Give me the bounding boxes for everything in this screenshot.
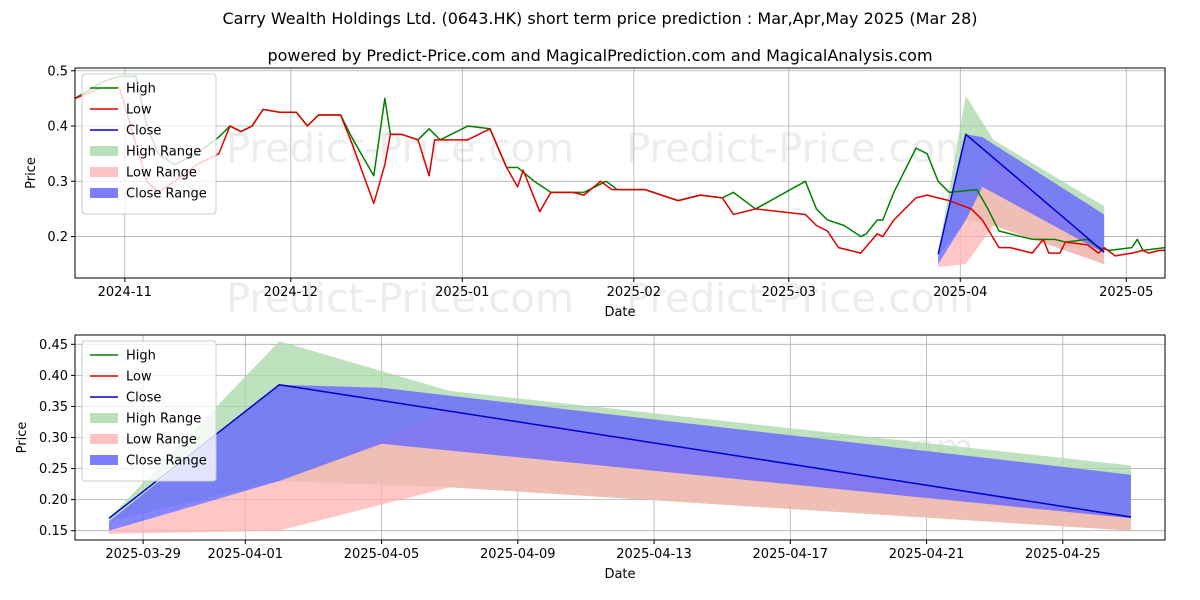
- high-range-swatch: [90, 146, 118, 156]
- x-axis-label: Date: [604, 567, 635, 582]
- y-tick-label: 0.4: [47, 120, 68, 135]
- low-range-area: [109, 409, 1131, 534]
- low-range-swatch: [90, 167, 118, 177]
- x-tick-label: 2025-03-29: [105, 547, 181, 562]
- x-tick-label: 2025-04-13: [616, 547, 692, 562]
- panel-2: Predict-Price.comPredict-Price.com2025-0…: [15, 334, 1166, 582]
- chart-title: Carry Wealth Holdings Ltd. (0643.HK) sho…: [222, 9, 978, 28]
- legend-item-high: High: [90, 349, 156, 364]
- legend-label: Close Range: [126, 454, 207, 469]
- legend-item-high-range: High Range: [90, 145, 201, 160]
- x-tick-label: 2025-04: [933, 285, 987, 300]
- legend-item-close-range: Close Range: [90, 454, 207, 469]
- plot-area: [108, 341, 1132, 534]
- high-range-swatch: [90, 413, 118, 423]
- watermark-text: Predict-Price.com: [626, 276, 974, 322]
- x-tick-label: 2025-04-09: [480, 547, 556, 562]
- y-tick-label: 0.35: [39, 400, 68, 415]
- legend-label: Close Range: [126, 187, 207, 202]
- legend-label: Close: [126, 124, 161, 139]
- low-range-swatch: [90, 434, 118, 444]
- x-tick-label: 2024-11: [98, 285, 152, 300]
- y-tick-label: 0.45: [39, 338, 68, 353]
- legend-item-low: Low: [90, 103, 152, 118]
- legend-item-low-range: Low Range: [90, 433, 197, 448]
- watermark-text: Predict-Price.com: [626, 126, 974, 172]
- close-range-area: [938, 134, 1105, 265]
- x-tick-label: 2025-04-05: [344, 547, 420, 562]
- legend-item-close: Close: [90, 391, 161, 406]
- x-tick-label: 2025-03: [762, 285, 816, 300]
- legend-item-low-range: Low Range: [90, 166, 197, 181]
- close-range-swatch: [90, 455, 118, 465]
- y-tick-label: 0.15: [39, 524, 68, 539]
- legend-label: High: [126, 349, 156, 364]
- x-tick-label: 2025-04-01: [208, 547, 284, 562]
- y-tick-label: 0.2: [47, 230, 68, 245]
- x-tick-label: 2024-12: [264, 285, 318, 300]
- y-tick-label: 0.3: [47, 175, 68, 190]
- close-line: [937, 133, 1105, 255]
- legend-item-high: High: [90, 82, 156, 97]
- y-tick-label: 0.20: [39, 493, 68, 508]
- y-tick-label: 0.5: [47, 64, 68, 79]
- plot-frame: [74, 67, 1166, 279]
- x-tick-label: 2025-01: [435, 285, 489, 300]
- panel-1: Predict-Price.com Predict-Price.com Predic…: [24, 64, 1166, 322]
- y-tick-label: 0.25: [39, 462, 68, 477]
- legend-label: Low: [126, 103, 152, 118]
- y-axis-label: Price: [15, 422, 30, 454]
- y-tick-label: 0.30: [39, 431, 68, 446]
- x-tick-label: 2025-04-21: [889, 547, 965, 562]
- close-range-swatch: [90, 188, 118, 198]
- legend-item-close: Close: [90, 124, 161, 139]
- legend-label: Close: [126, 391, 161, 406]
- chart-subtitle: powered by Predict-Price.com and Magical…: [267, 46, 933, 65]
- x-tick-label: 2025-04-25: [1025, 547, 1101, 562]
- x-tick-label: 2025-04-17: [753, 547, 829, 562]
- legend-label: Low Range: [126, 433, 197, 448]
- legend-label: Low: [126, 370, 152, 385]
- x-tick-label: 2025-05: [1099, 285, 1153, 300]
- watermark-text: Predict-Price.com: [226, 276, 574, 322]
- legend-label: High: [126, 82, 156, 97]
- legend-label: Low Range: [126, 166, 197, 181]
- y-axis-label: Price: [24, 157, 39, 189]
- x-axis-label: Date: [604, 305, 635, 320]
- low-line: [75, 86, 1165, 257]
- legend-label: High Range: [126, 412, 201, 427]
- legend-item-low: Low: [90, 370, 152, 385]
- close-range-area: [109, 384, 1131, 531]
- legend-item-close-range: Close Range: [90, 187, 207, 202]
- legend-item-high-range: High Range: [90, 412, 201, 427]
- plot-area: [75, 75, 1165, 267]
- x-tick-label: 2025-02: [607, 285, 661, 300]
- watermark-text: Predict-Price.com: [226, 126, 574, 172]
- y-tick-label: 0.40: [39, 369, 68, 384]
- low-range-area: [938, 156, 1105, 267]
- legend-label: High Range: [126, 145, 201, 160]
